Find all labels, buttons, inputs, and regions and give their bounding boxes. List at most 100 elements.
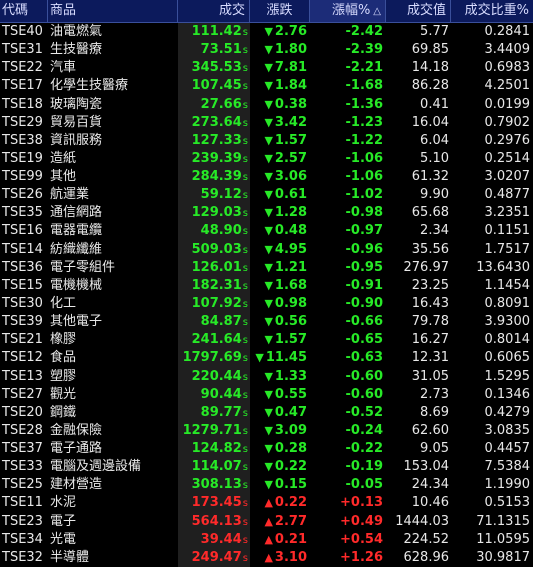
- table-row[interactable]: TSE99 其他 284.39s ▼ 3.06 -1.06 61.32 3.0207: [0, 168, 533, 187]
- table-row[interactable]: TSE23 電子 564.13s ▲ 2.77 +0.49 1444.03 71.1315: [0, 512, 533, 531]
- cell-value: 16.43: [411, 296, 449, 311]
- cell-share: 1.5295: [484, 368, 531, 384]
- table-row[interactable]: TSE14 紡織纖維 509.03s ▼ 4.95 -0.96 35.56 1.7517: [0, 240, 533, 259]
- table-row[interactable]: TSE28 金融保險 1279.71s ▼ 3.09 -0.24 62.60 3.0835: [0, 421, 533, 441]
- header-change[interactable]: 漲跌: [250, 0, 310, 22]
- cell-share: 0.5153: [484, 495, 531, 511]
- cell-name: 塑膠: [50, 368, 77, 384]
- cell-code: TSE11: [2, 495, 43, 511]
- price-suffix: s: [242, 462, 248, 474]
- cell-change-pct: -2.39: [345, 42, 383, 58]
- header-code[interactable]: 代碼: [0, 0, 48, 22]
- table-row[interactable]: TSE17 化學生技醫療 107.45s ▼ 1.84 -1.68 86.28 4.2501: [0, 77, 533, 96]
- price-value: 114.07: [191, 459, 242, 475]
- table-row[interactable]: TSE38 資訊服務 127.33s ▼ 1.57 -1.22 6.04 0.2976: [0, 131, 533, 150]
- triangle-down-icon: ▼: [264, 170, 273, 184]
- price-suffix: s: [242, 335, 248, 347]
- cell-price: 126.01s: [178, 258, 250, 277]
- table-row[interactable]: TSE20 鋼鐵 89.77s ▼ 0.47 -0.52 8.69 0.4279: [0, 403, 533, 422]
- cell-name: 其他電子: [50, 314, 103, 330]
- triangle-down-icon: ▼: [264, 133, 273, 147]
- cell-share: 1.1990: [484, 477, 531, 493]
- header-value[interactable]: 成交值: [386, 0, 451, 22]
- cell-share: 0.4457: [484, 441, 531, 457]
- price-value: 345.53: [191, 60, 242, 76]
- table-row[interactable]: TSE16 電器電纜 48.90s ▼ 0.48 -0.97 2.34 0.1151: [0, 222, 533, 241]
- table-row[interactable]: TSE11 水泥 173.45s ▲ 0.22 +0.13 10.46 0.5153: [0, 494, 533, 513]
- cell-share: 0.6065: [484, 350, 531, 366]
- cell-name: 貿易百貨: [50, 114, 103, 130]
- cell-name: 食品: [50, 350, 77, 366]
- table-row[interactable]: TSE22 汽車 345.53s ▼ 7.81 -2.21 14.18 0.6983: [0, 59, 533, 78]
- table-row[interactable]: TSE32 半導體 249.47s ▲ 3.10 +1.26 628.96 30.9817: [0, 548, 533, 567]
- cell-code: TSE26: [2, 187, 43, 203]
- triangle-down-icon: ▼: [264, 297, 273, 310]
- change-value: 0.98: [274, 296, 307, 311]
- cell-value: 12.31: [411, 350, 449, 366]
- table-row[interactable]: TSE21 橡膠 241.64s ▼ 1.57 -0.65 16.27 0.8014: [0, 331, 533, 350]
- table-row[interactable]: TSE15 電機機械 182.31s ▼ 1.68 -0.91 23.25 1.1454: [0, 276, 533, 295]
- cell-change-pct: -0.65: [345, 332, 383, 348]
- cell-change: ▼ 3.09: [250, 422, 310, 440]
- table-row[interactable]: TSE19 造紙 239.39s ▼ 2.57 -1.06 5.10 0.2514: [0, 149, 533, 169]
- price-suffix: s: [242, 262, 248, 274]
- table-row[interactable]: TSE35 通信網路 129.03s ▼ 1.28 -0.98 65.68 3.2351: [0, 204, 533, 223]
- table-row[interactable]: TSE26 航運業 59.12s ▼ 0.61 -1.02 9.90 0.4877: [0, 186, 533, 205]
- price-value: 220.44: [191, 368, 242, 384]
- price-suffix: s: [242, 498, 248, 510]
- table-row[interactable]: TSE39 其他電子 84.87s ▼ 0.56 -0.66 79.78 3.9300: [0, 313, 533, 332]
- cell-value: 24.34: [411, 477, 449, 493]
- change-value: 1.28: [274, 205, 307, 221]
- table-row[interactable]: TSE34 光電 39.44s ▲ 0.21 +0.54 224.52 11.0595: [0, 530, 533, 549]
- cell-code: TSE27: [2, 386, 43, 402]
- cell-change: ▼ 0.98: [250, 295, 310, 313]
- price-suffix: s: [242, 153, 248, 165]
- cell-share: 0.4279: [484, 404, 531, 420]
- table-row[interactable]: TSE40 油電燃氣 111.42s ▼ 2.76 -2.42 5.77 0.2841: [0, 23, 533, 42]
- cell-price: 345.53s: [178, 59, 250, 78]
- cell-code: TSE25: [2, 477, 43, 493]
- cell-change: ▲ 3.10: [250, 549, 310, 567]
- cell-share: 7.5384: [484, 459, 531, 475]
- table-row[interactable]: TSE25 建材營造 308.13s ▼ 0.15 -0.05 24.34 1.1990: [0, 476, 533, 495]
- header-price[interactable]: 成交: [178, 0, 250, 22]
- cell-code: TSE15: [2, 277, 43, 293]
- table-row[interactable]: TSE18 玻璃陶瓷 27.66s ▼ 0.38 -1.36 0.41 0.0199: [0, 95, 533, 114]
- price-value: 73.51: [200, 42, 242, 58]
- cell-value: 14.18: [411, 60, 449, 76]
- cell-value: 6.04: [420, 132, 449, 148]
- table-row[interactable]: TSE12 食品 1797.69s ▼ 11.45 -0.63 12.31 0.6065: [0, 349, 533, 368]
- cell-share: 3.2351: [484, 205, 531, 221]
- table-row[interactable]: TSE36 電子零組件 126.01s ▼ 1.21 -0.95 276.97 13.6430: [0, 258, 533, 277]
- cell-name: 生技醫療: [50, 42, 103, 58]
- table-row[interactable]: TSE33 電腦及週邊設備 114.07s ▼ 0.22 -0.19 153.04 7.538…: [0, 458, 533, 477]
- price-suffix: s: [242, 135, 248, 147]
- price-suffix: s: [242, 226, 248, 238]
- change-value: 1.57: [274, 132, 307, 148]
- price-suffix: s: [242, 480, 248, 492]
- table-row[interactable]: TSE29 貿易百貨 273.64s ▼ 3.42 -1.23 16.04 0.7902: [0, 113, 533, 132]
- cell-change-pct: -1.68: [345, 78, 383, 94]
- header-name[interactable]: 商品: [48, 0, 178, 22]
- triangle-down-icon: ▼: [264, 315, 273, 329]
- table-row[interactable]: TSE30 化工 107.92s ▼ 0.98 -0.90 16.43 0.8091: [0, 295, 533, 314]
- table-row[interactable]: TSE27 觀光 90.44s ▼ 0.55 -0.60 2.73 0.1346: [0, 385, 533, 404]
- cell-price: 59.12s: [178, 186, 250, 205]
- cell-name: 半導體: [50, 549, 90, 565]
- cell-code: TSE40: [2, 24, 43, 39]
- cell-code: TSE31: [2, 42, 43, 58]
- price-value: 1797.69: [182, 350, 242, 366]
- cell-change: ▼ 1.80: [250, 41, 310, 59]
- cell-change: ▼ 1.33: [250, 368, 310, 386]
- table-row[interactable]: TSE31 生技醫療 73.51s ▼ 1.80 -2.39 69.85 3.4409: [0, 41, 533, 60]
- cell-name: 汽車: [50, 60, 77, 76]
- cell-name: 通信網路: [50, 205, 103, 221]
- change-value: 1.68: [274, 277, 307, 293]
- table-row[interactable]: TSE37 電子通路 124.82s ▼ 0.28 -0.22 9.05 0.4457: [0, 440, 533, 459]
- header-share[interactable]: 成交比重%: [464, 3, 529, 18]
- triangle-down-icon: ▼: [264, 151, 273, 165]
- table-row[interactable]: TSE13 塑膠 220.44s ▼ 1.33 -0.60 31.05 1.5295: [0, 367, 533, 386]
- price-value: 182.31: [191, 277, 242, 293]
- cell-value: 224.52: [403, 531, 450, 547]
- header-change-pct[interactable]: 漲幅% △: [310, 0, 386, 22]
